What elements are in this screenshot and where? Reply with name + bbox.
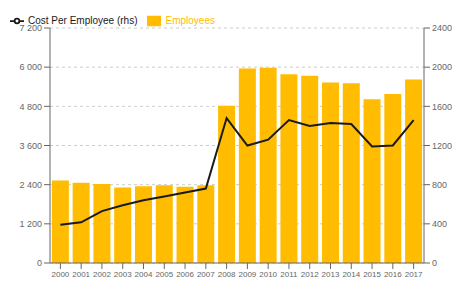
- html-text:Employees: Employees: [165, 14, 215, 26]
- svg-text:2016: 2016: [384, 270, 402, 279]
- svg-text:2002: 2002: [93, 270, 111, 279]
- svg-text:2400: 2400: [432, 23, 452, 33]
- svg-text:4 800: 4 800: [19, 102, 42, 112]
- svg-text:0: 0: [37, 258, 42, 268]
- svg-text:6 000: 6 000: [19, 62, 42, 72]
- svg-text:2010: 2010: [259, 270, 277, 279]
- svg-text:0: 0: [432, 258, 437, 268]
- svg-text:2017: 2017: [405, 270, 423, 279]
- svg-text:1600: 1600: [432, 102, 452, 112]
- svg-text:2000: 2000: [432, 62, 452, 72]
- svg-text:2006: 2006: [176, 270, 194, 279]
- svg-text:2001: 2001: [72, 270, 90, 279]
- svg-text:2003: 2003: [114, 270, 132, 279]
- svg-text:1200: 1200: [432, 141, 452, 151]
- svg-text:2012: 2012: [301, 270, 319, 279]
- svg-text:2000: 2000: [51, 270, 69, 279]
- html-text:Cost Per Employee (rhs): Cost Per Employee (rhs): [28, 14, 138, 26]
- svg-text:1 200: 1 200: [19, 219, 42, 229]
- svg-text:2005: 2005: [155, 270, 173, 279]
- svg-text:2014: 2014: [342, 270, 360, 279]
- svg-text:2008: 2008: [218, 270, 236, 279]
- svg-text:400: 400: [432, 219, 447, 229]
- svg-text:2015: 2015: [363, 270, 381, 279]
- svg-text:2013: 2013: [322, 270, 340, 279]
- svg-text:3 600: 3 600: [19, 141, 42, 151]
- svg-text:2004: 2004: [135, 270, 153, 279]
- svg-text:2007: 2007: [197, 270, 215, 279]
- svg-text:2011: 2011: [280, 270, 298, 279]
- svg-text:800: 800: [432, 180, 447, 190]
- svg-text:2009: 2009: [238, 270, 256, 279]
- svg-text:7 200: 7 200: [19, 23, 42, 33]
- svg-text:2 400: 2 400: [19, 180, 42, 190]
